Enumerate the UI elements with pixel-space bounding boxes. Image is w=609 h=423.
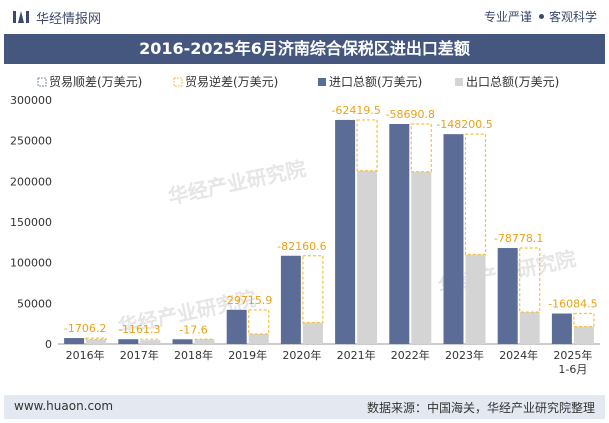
y-tick-label: 250000 [10, 135, 52, 148]
export-bar [357, 170, 378, 344]
deficit-data-label: -16084.5 [548, 298, 597, 311]
export-bar [140, 340, 161, 344]
y-tick-label: 200000 [10, 175, 52, 188]
import-bar [172, 339, 193, 344]
x-tick-label: 2018年 [174, 348, 213, 362]
top-bar: 华经情报网 专业严谨 客观科学 [0, 0, 609, 33]
footer: www.huaon.com 数据来源：中国海关，华经产业研究院整理 [4, 395, 605, 419]
deficit-data-label: -62419.5 [331, 104, 380, 117]
y-tick-label: 300000 [10, 94, 52, 107]
chart-title: 2016-2025年6月济南综合保税区进出口差额 [4, 34, 605, 64]
export-bar [302, 322, 323, 344]
legend-swatch-2 [318, 78, 326, 86]
footer-website: www.huaon.com [14, 399, 114, 413]
import-bar [551, 313, 572, 344]
huajing-logo-icon [13, 11, 29, 23]
export-bar [465, 254, 486, 344]
x-tick-label: 2024年 [499, 348, 538, 362]
y-tick-label: 150000 [10, 216, 52, 229]
deficit-bar [464, 133, 487, 256]
import-bar [497, 248, 518, 344]
deficit-bar [85, 337, 107, 341]
deficit-data-label: -1706.2 [64, 322, 106, 335]
x-tick-label: 2017年 [120, 348, 159, 362]
x-tick-label: 2023年 [445, 348, 484, 362]
deficit-data-label: -78778.1 [494, 232, 543, 245]
deficit-bar [248, 309, 270, 335]
footer-source: 数据来源：中国海关，华经产业研究院整理 [366, 401, 595, 415]
deficit-data-label: -58690.8 [386, 108, 435, 121]
import-bar [389, 123, 410, 344]
deficit-bar [410, 123, 432, 173]
legend-swatch-3 [455, 78, 463, 86]
export-bar [519, 312, 540, 344]
import-bar [443, 134, 464, 344]
deficit-data-label: -29715.9 [223, 294, 272, 307]
x-tick-label: 2016年 [66, 348, 105, 362]
deficit-data-label: -1161.3 [118, 323, 160, 336]
legend-swatch-surplus [37, 77, 47, 87]
separator-dot-icon [538, 14, 544, 19]
y-tick-label: 50000 [17, 297, 52, 310]
x-tick-label: 2019年 [228, 348, 267, 362]
x-tick-label: 2020年 [282, 348, 321, 362]
x-tick-sublabel: 1-6月 [558, 363, 587, 376]
x-tick-label: 2022年 [391, 348, 430, 362]
export-bar [411, 171, 432, 344]
legend-swatch-deficit [173, 77, 183, 87]
x-tick-label: 2025年 [553, 348, 592, 362]
deficit-data-label: -148200.5 [436, 118, 492, 131]
legend-label: 贸易逆差(万美元) [185, 74, 278, 89]
deficit-bar [302, 255, 324, 324]
import-bar [335, 119, 356, 344]
import-bar [118, 339, 139, 344]
legend-label: 贸易顺差(万美元) [49, 75, 142, 89]
export-bar [194, 339, 215, 344]
brand-name: 华经情报网 [36, 12, 102, 27]
legend-label: 出口总额(万美元) [466, 75, 559, 89]
deficit-data-label: -82160.6 [277, 240, 326, 253]
deficit-data-label: -17.6 [179, 323, 207, 336]
import-bar [280, 255, 301, 344]
legend-label: 进口总额(万美元) [329, 75, 422, 89]
export-bar [573, 326, 594, 344]
tag-professional: 专业严谨 [483, 10, 532, 24]
deficit-bar [519, 247, 541, 313]
tag-objective: 客观科学 [548, 10, 597, 24]
chart: 华经产业研究院华经产业研究院华经产业研究院0500001000001500002… [10, 74, 600, 376]
y-tick-label: 0 [45, 338, 52, 351]
x-tick-label: 2021年 [337, 348, 376, 362]
deficit-bar [573, 312, 595, 328]
export-bar [248, 333, 269, 344]
import-bar [64, 338, 85, 344]
y-tick-label: 100000 [10, 257, 52, 270]
export-bar [86, 339, 107, 344]
import-bar [226, 309, 247, 344]
deficit-bar [356, 119, 378, 172]
header-tags: 专业严谨 客观科学 [484, 8, 597, 25]
watermark-text: 华经产业研究院 [166, 156, 308, 209]
